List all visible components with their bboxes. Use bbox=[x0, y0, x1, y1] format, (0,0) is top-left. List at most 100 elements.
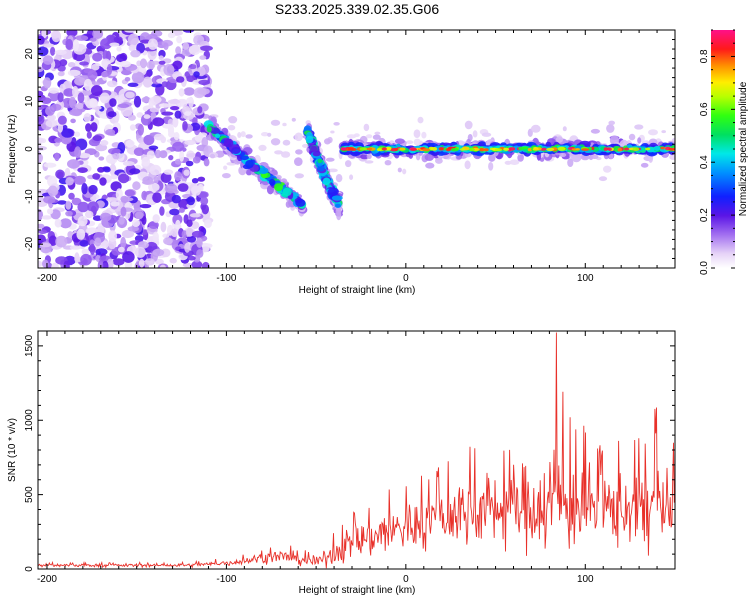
spectrogram-blob bbox=[76, 228, 86, 240]
spectrogram-blob bbox=[83, 113, 92, 123]
spectrogram-blob bbox=[66, 141, 77, 152]
spectrogram-blob bbox=[124, 77, 131, 82]
spectrogram-blob bbox=[168, 155, 174, 161]
spectrogram-blob bbox=[135, 246, 146, 258]
spectrogram-blob bbox=[70, 118, 76, 124]
y-tick-label: 20 bbox=[24, 48, 35, 60]
spectrogram-blob bbox=[59, 59, 68, 67]
spectrogram-blob bbox=[270, 119, 281, 126]
spectrogram-blob bbox=[38, 223, 45, 229]
spectrogram-blob bbox=[65, 200, 72, 210]
spectrogram-blob bbox=[107, 111, 117, 118]
spectrogram-blob bbox=[668, 147, 675, 151]
spectrogram-blob bbox=[109, 42, 120, 47]
spectrogram-blob bbox=[87, 201, 99, 213]
x-tick-label: -100 bbox=[216, 273, 236, 284]
spectrogram-blob bbox=[43, 195, 56, 204]
spectrogram-blob bbox=[274, 183, 283, 192]
spectrogram-xlabel: Height of straight line (km) bbox=[299, 285, 416, 296]
spectrogram-blob bbox=[163, 237, 173, 245]
spectrogram-blob bbox=[194, 134, 204, 143]
spectrogram-blob bbox=[177, 183, 189, 192]
spectrogram-blob bbox=[325, 157, 335, 162]
spectrogram-blob bbox=[137, 124, 144, 136]
spectrogram-blob bbox=[81, 183, 88, 195]
spectrogram-blob bbox=[170, 106, 180, 111]
spectrogram-blob bbox=[127, 226, 139, 232]
spectrogram-blob bbox=[227, 124, 236, 131]
spectrogram-blob bbox=[106, 197, 118, 202]
spectrogram-blob bbox=[312, 151, 321, 157]
spectrogram-blob bbox=[305, 135, 314, 144]
spectrogram-blob bbox=[61, 128, 74, 138]
spectrogram-blob bbox=[223, 138, 234, 148]
spectrogram-blob bbox=[167, 32, 176, 39]
spectrogram-blob bbox=[518, 146, 525, 151]
spectrogram-blob bbox=[74, 76, 86, 86]
spectrogram-blob bbox=[128, 44, 136, 52]
spectrogram-blob bbox=[68, 61, 76, 68]
spectrogram-blob bbox=[632, 147, 640, 152]
spectrogram-blob bbox=[42, 259, 49, 268]
spectrogram-blob bbox=[92, 173, 101, 180]
spectrogram-blob bbox=[294, 173, 304, 179]
x-tick-label: 100 bbox=[577, 273, 594, 284]
figure-title: S233.2025.339.02.35.G06 bbox=[275, 1, 439, 17]
spectrogram-blob bbox=[175, 46, 182, 55]
spectrogram-blob bbox=[67, 231, 73, 239]
spectrogram-blob bbox=[231, 147, 241, 154]
spectrogram-blob bbox=[47, 185, 58, 197]
spectrogram-blob bbox=[99, 92, 110, 104]
spectrogram-blob bbox=[101, 71, 109, 78]
colorbar-ticks: 0.0 0.2 0.4 0.6 0.8 bbox=[699, 29, 735, 275]
spectrogram-blob bbox=[394, 147, 399, 151]
spectrogram-blob bbox=[191, 260, 203, 268]
spectrogram-blob bbox=[90, 195, 97, 202]
spectrogram-blob bbox=[57, 115, 67, 125]
spectrogram-blob bbox=[158, 60, 166, 65]
spectrogram-blob bbox=[160, 221, 167, 233]
spectrogram-blob bbox=[184, 139, 196, 146]
spectrogram-blob bbox=[184, 242, 191, 253]
spectrogram-blob bbox=[603, 165, 612, 173]
spectrogram-blob bbox=[125, 91, 135, 99]
spectrogram-blob bbox=[345, 160, 352, 168]
spectrogram-blob bbox=[182, 121, 188, 131]
spectrogram-blob bbox=[546, 147, 555, 152]
spectrogram-blob bbox=[598, 176, 608, 182]
spectrogram-blob bbox=[99, 177, 107, 186]
spectrogram-blob bbox=[79, 240, 89, 247]
spectrogram-blob bbox=[660, 146, 666, 150]
spectrogram-blob bbox=[240, 131, 246, 138]
spectrogram-blob bbox=[472, 130, 478, 138]
spectrogram-blob bbox=[106, 80, 118, 88]
spectrogram-blob bbox=[196, 237, 203, 248]
spectrogram-blob bbox=[198, 79, 211, 85]
spectrogram-blob bbox=[508, 147, 516, 151]
spectrogram-blob bbox=[88, 184, 98, 195]
spectrogram-blob bbox=[555, 136, 564, 143]
spectrogram-blob bbox=[327, 187, 339, 196]
spectrogram-blob bbox=[141, 96, 151, 103]
spectrogram-blob bbox=[394, 138, 405, 144]
y-tick-label: 1000 bbox=[24, 409, 35, 432]
spectrogram-blob bbox=[65, 38, 73, 50]
spectrogram-blob bbox=[50, 46, 56, 56]
spectrogram-blob bbox=[188, 44, 201, 56]
spectrogram-blob bbox=[483, 148, 489, 152]
spectrogram-blob bbox=[108, 230, 117, 242]
spectrogram-blob bbox=[488, 162, 494, 171]
spectrogram-blob bbox=[137, 241, 149, 249]
x-tick-label: 0 bbox=[403, 574, 409, 585]
spectrogram-blob bbox=[38, 105, 45, 111]
spectrogram-blob bbox=[182, 42, 190, 50]
spectrogram-blob bbox=[479, 148, 485, 152]
spectrogram-blob bbox=[120, 206, 127, 217]
spectrogram-blob bbox=[532, 148, 539, 151]
y-tick-label: 0 bbox=[24, 566, 35, 572]
spectrogram-blob bbox=[562, 126, 567, 132]
spectrogram-blob bbox=[185, 160, 194, 167]
spectrogram-blob bbox=[42, 43, 55, 48]
spectrogram-blob bbox=[581, 148, 590, 151]
